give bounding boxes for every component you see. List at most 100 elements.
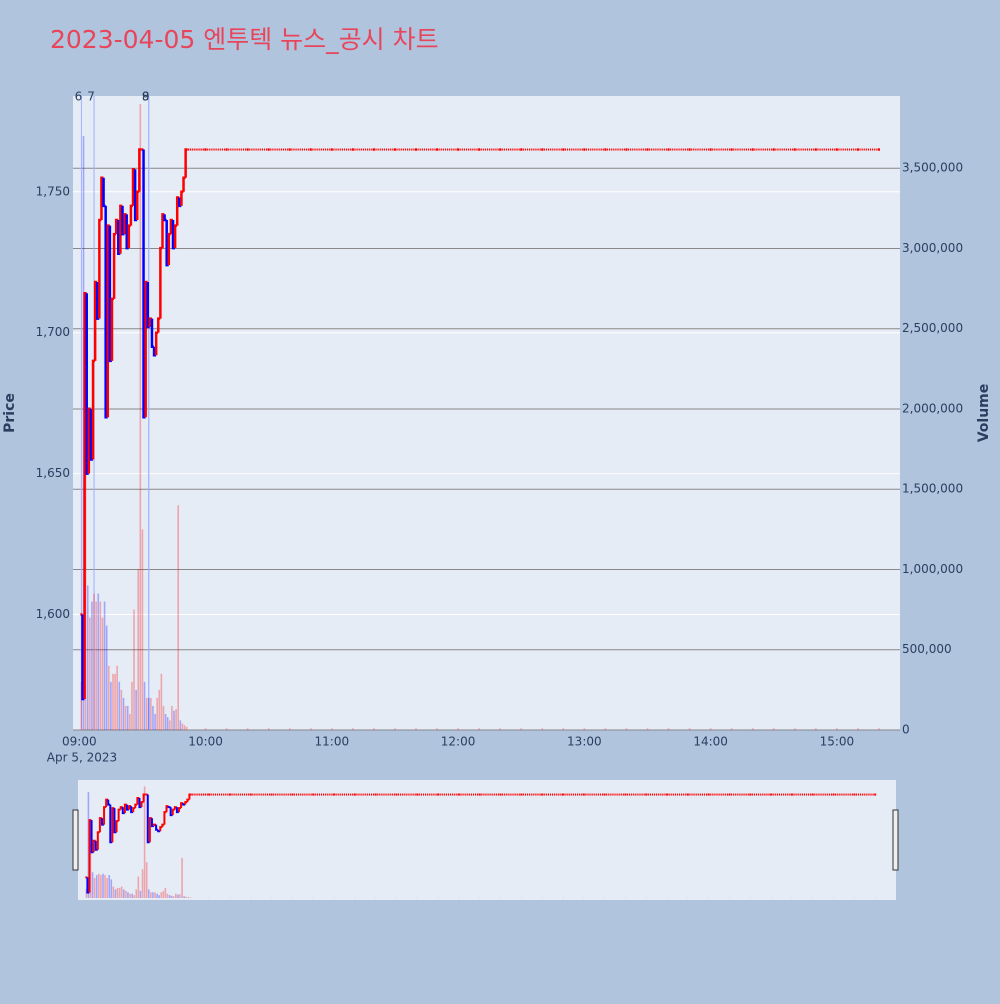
volume-bar bbox=[135, 690, 137, 730]
volume-bar bbox=[138, 877, 140, 898]
price-dot bbox=[873, 794, 874, 796]
price-dot bbox=[222, 149, 223, 151]
price-dot bbox=[706, 149, 707, 151]
price-dot bbox=[628, 149, 629, 151]
price-dot bbox=[629, 794, 630, 796]
price-dot bbox=[325, 794, 326, 796]
volume-bar bbox=[541, 728, 543, 730]
volume-bar bbox=[183, 896, 185, 898]
price-dot bbox=[192, 794, 193, 796]
price-dot bbox=[215, 149, 216, 151]
price-dot bbox=[207, 794, 208, 796]
price-dot bbox=[392, 149, 393, 151]
price-dot bbox=[600, 794, 601, 796]
volume-bar bbox=[156, 894, 158, 898]
price-dot bbox=[656, 794, 657, 796]
price-dot bbox=[860, 794, 861, 796]
price-dot bbox=[571, 149, 572, 151]
price-dot bbox=[188, 149, 189, 151]
volume-bar bbox=[226, 728, 228, 730]
price-dot bbox=[248, 794, 249, 796]
price-dot bbox=[519, 149, 520, 151]
price-dot bbox=[473, 794, 474, 796]
price-dot bbox=[777, 794, 778, 796]
price-dot bbox=[462, 794, 463, 796]
price-dot bbox=[558, 149, 559, 151]
price-dot bbox=[556, 149, 557, 151]
price-dot bbox=[758, 149, 759, 151]
price-dot bbox=[820, 794, 821, 796]
volume-bar bbox=[102, 618, 104, 730]
price-dot bbox=[798, 794, 799, 796]
price-dot bbox=[785, 794, 786, 796]
price-dot bbox=[802, 794, 803, 796]
x-tick-label: 14:00 bbox=[693, 735, 728, 749]
price-dot bbox=[737, 149, 738, 151]
range-slider[interactable] bbox=[78, 780, 896, 900]
volume-bar bbox=[177, 505, 179, 730]
range-handle[interactable] bbox=[73, 810, 78, 870]
range-handle[interactable] bbox=[893, 810, 898, 870]
price-dot bbox=[467, 794, 468, 796]
price-dot bbox=[283, 149, 284, 151]
price-dot bbox=[779, 149, 780, 151]
price-dot bbox=[608, 794, 609, 796]
price-dot bbox=[396, 149, 397, 151]
price-dot bbox=[634, 149, 635, 151]
price-dot bbox=[765, 149, 766, 151]
price-dot bbox=[631, 794, 632, 796]
price-dot bbox=[810, 794, 811, 796]
price-dot bbox=[698, 794, 699, 796]
volume-bar bbox=[96, 875, 98, 898]
price-dot bbox=[358, 794, 359, 796]
price-dot bbox=[689, 794, 690, 796]
price-dot bbox=[862, 149, 863, 151]
price-dot bbox=[281, 149, 282, 151]
price-dot bbox=[434, 149, 435, 151]
price-dot bbox=[392, 794, 393, 796]
price-dot bbox=[523, 794, 524, 796]
price-dot bbox=[217, 794, 218, 796]
price-dot bbox=[621, 794, 622, 796]
price-dot bbox=[824, 149, 825, 151]
price-dot bbox=[694, 794, 695, 796]
x-tick-label: 13:00 bbox=[567, 735, 602, 749]
price-dot bbox=[683, 794, 684, 796]
price-dot bbox=[817, 149, 818, 151]
volume-bar bbox=[175, 709, 177, 730]
price-dot bbox=[249, 149, 250, 151]
volume-bar bbox=[127, 706, 129, 730]
volume-bar bbox=[668, 728, 670, 730]
price-dot bbox=[213, 149, 214, 151]
volume-bar bbox=[148, 889, 150, 898]
y2-tick-label: 3,000,000 bbox=[902, 241, 963, 255]
volume-bar bbox=[142, 529, 144, 730]
price-dot bbox=[350, 794, 351, 796]
price-dot bbox=[581, 794, 582, 796]
volume-bar bbox=[123, 698, 125, 730]
price-dot bbox=[308, 149, 309, 151]
price-dot bbox=[746, 794, 747, 796]
price-dot bbox=[506, 794, 507, 796]
price-dot bbox=[564, 794, 565, 796]
price-dot bbox=[556, 794, 557, 796]
price-dot bbox=[413, 794, 414, 796]
price-dot bbox=[380, 149, 381, 151]
price-dot bbox=[725, 794, 726, 796]
volume-bar bbox=[171, 706, 173, 730]
price-dot bbox=[190, 149, 191, 151]
price-dot bbox=[317, 149, 318, 151]
price-dot bbox=[321, 149, 322, 151]
volume-bar bbox=[119, 888, 121, 898]
price-dot bbox=[415, 794, 416, 796]
volume-bar bbox=[111, 879, 113, 898]
volume-bar bbox=[146, 862, 148, 898]
price-dot bbox=[331, 794, 332, 796]
price-dot bbox=[213, 794, 214, 796]
price-dot bbox=[327, 149, 328, 151]
price-dot bbox=[340, 149, 341, 151]
price-dot bbox=[373, 794, 374, 796]
price-dot bbox=[510, 794, 511, 796]
price-dot bbox=[870, 149, 871, 151]
price-dot bbox=[596, 794, 597, 796]
